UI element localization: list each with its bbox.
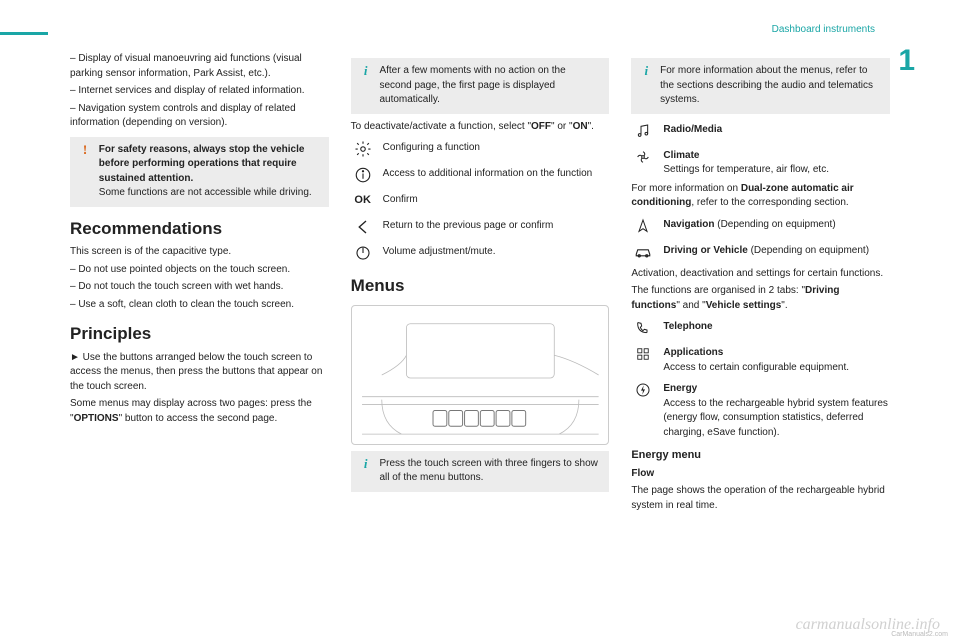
heading-recommendations: Recommendations [70,217,329,242]
menu-row: ApplicationsAccess to certain configurab… [631,343,890,375]
bullet: – Navigation system controls and display… [70,102,329,131]
back-arrow-icon [351,216,375,238]
phone-icon [631,317,655,339]
principles-p2: Some menus may display across two pages:… [70,397,329,426]
info-callout: i After a few moments with no action on … [351,58,610,114]
fan-icon [631,146,655,168]
callout-rest: Some functions are not accessible while … [99,187,312,198]
power-icon [351,242,375,264]
column-3: i For more information about the menus, … [631,52,890,516]
bullet: – Use a soft, clean cloth to clean the t… [70,298,329,313]
row-label: Return to the previous page or confirm [383,216,610,234]
info-callout: i For more information about the menus, … [631,58,890,114]
small-watermark: CarManuals2.com [891,631,948,638]
menu-row: EnergyAccess to the rechargeable hybrid … [631,379,890,440]
callout-text: For more information about the menus, re… [660,64,881,108]
menu-row: ClimateSettings for temperature, air flo… [631,146,890,178]
driving-p2: The functions are organised in 2 tabs: "… [631,284,890,313]
bullet: – Do not use pointed objects on the touc… [70,263,329,278]
callout-text: For safety reasons, always stop the vehi… [99,143,320,201]
navigation-icon [631,215,655,237]
reco-intro: This screen is of the capacitive type. [70,245,329,260]
chapter-number: 1 [898,44,915,78]
row-label: Confirm [383,190,610,208]
row-label: Volume adjustment/mute. [383,242,610,260]
safety-callout: ! For safety reasons, always stop the ve… [70,137,329,207]
callout-bold: For safety reasons, always stop the vehi… [99,144,305,184]
menu-row: Telephone [631,317,890,339]
row-label: Configuring a function [383,138,610,156]
menu-label: Navigation (Depending on equipment) [663,215,890,233]
function-row: Return to the previous page or confirm [351,216,610,238]
heading-principles: Principles [70,322,329,347]
info-icon: i [359,64,373,77]
section-header: Dashboard instruments [772,24,875,35]
heading-energy-menu: Energy menu [631,448,890,464]
subheading-flow: Flow [631,467,890,482]
callout-text: Press the touch screen with three finger… [379,457,600,486]
info-circle-icon [351,164,375,186]
menu-label: Radio/Media [663,120,890,138]
car-icon [631,241,655,263]
info-icon: i [639,64,653,77]
column-2: i After a few moments with no action on … [351,52,610,516]
deactivate-text: To deactivate/activate a function, selec… [351,120,610,135]
touchscreen-illustration [351,305,610,445]
flow-para: The page shows the operation of the rech… [631,484,890,513]
callout-text: After a few moments with no action on th… [379,64,600,108]
info-callout: i Press the touch screen with three fing… [351,451,610,492]
bullet: – Display of visual manoeuvring aid func… [70,52,329,81]
warning-icon: ! [78,143,92,156]
energy-icon [631,379,655,401]
accent-bar [0,32,48,35]
menu-label: ApplicationsAccess to certain configurab… [663,343,890,375]
content-columns: – Display of visual manoeuvring aid func… [70,52,890,516]
function-row: Configuring a function [351,138,610,160]
column-1: – Display of visual manoeuvring aid func… [70,52,329,516]
menu-label: ClimateSettings for temperature, air flo… [663,146,890,178]
menu-label: Telephone [663,317,890,335]
heading-menus: Menus [351,274,610,299]
menu-row: Driving or Vehicle (Depending on equipme… [631,241,890,263]
function-row: OK Confirm [351,190,610,212]
menu-row: Radio/Media [631,120,890,142]
function-row: Access to additional information on the … [351,164,610,186]
driving-p1: Activation, deactivation and settings fo… [631,267,890,282]
manual-page: Dashboard instruments 1 – Display of vis… [0,0,960,640]
grid-icon [631,343,655,365]
function-row: Volume adjustment/mute. [351,242,610,264]
ok-icon: OK [351,190,375,212]
info-icon: i [359,457,373,470]
music-note-icon [631,120,655,142]
bullet: – Do not touch the touch screen with wet… [70,280,329,295]
menu-label: Driving or Vehicle (Depending on equipme… [663,241,890,259]
climate-para: For more information on Dual-zone automa… [631,182,890,211]
bullet: – Internet services and display of relat… [70,84,329,99]
gear-icon [351,138,375,160]
row-label: Access to additional information on the … [383,164,610,182]
menu-row: Navigation (Depending on equipment) [631,215,890,237]
principles-p1: ► Use the buttons arranged below the tou… [70,351,329,395]
menu-label: EnergyAccess to the rechargeable hybrid … [663,379,890,440]
